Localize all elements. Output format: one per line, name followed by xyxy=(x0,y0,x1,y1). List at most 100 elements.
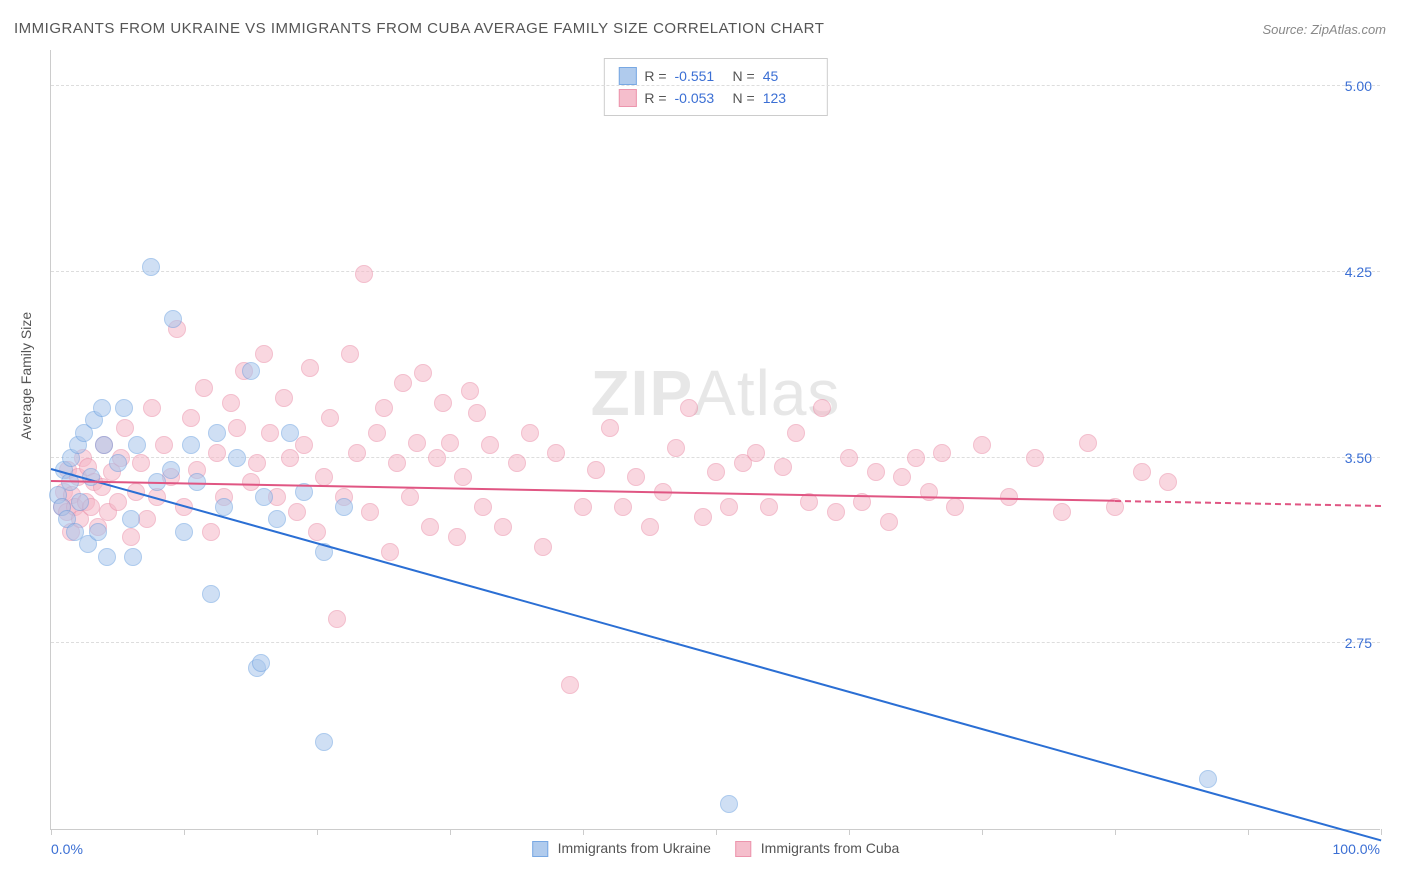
legend-label-cuba: Immigrants from Cuba xyxy=(761,840,899,856)
scatter-point xyxy=(195,379,213,397)
scatter-point xyxy=(328,610,346,628)
scatter-point xyxy=(361,503,379,521)
scatter-point xyxy=(155,436,173,454)
scatter-point xyxy=(867,463,885,481)
scatter-point xyxy=(587,461,605,479)
scatter-point xyxy=(182,436,200,454)
scatter-point xyxy=(920,483,938,501)
scatter-point xyxy=(707,463,725,481)
scatter-point xyxy=(474,498,492,516)
scatter-point xyxy=(109,493,127,511)
gridline xyxy=(51,642,1380,643)
x-tick-mark xyxy=(982,829,983,835)
chart-title: IMMIGRANTS FROM UKRAINE VS IMMIGRANTS FR… xyxy=(14,20,824,37)
scatter-point xyxy=(228,449,246,467)
scatter-point xyxy=(481,436,499,454)
scatter-point xyxy=(494,518,512,536)
scatter-point xyxy=(448,528,466,546)
stats-legend-box: R = -0.551 N = 45 R = -0.053 N = 123 xyxy=(603,58,827,116)
stats-r-label: R = xyxy=(644,68,666,84)
scatter-point xyxy=(1133,463,1151,481)
watermark: ZIPAtlas xyxy=(591,356,841,430)
stats-row-cuba: R = -0.053 N = 123 xyxy=(618,87,812,109)
x-tick-mark xyxy=(849,829,850,835)
scatter-point xyxy=(128,436,146,454)
y-tick-label: 3.50 xyxy=(1345,450,1380,466)
watermark-bold: ZIP xyxy=(591,357,694,429)
scatter-point xyxy=(973,436,991,454)
scatter-point xyxy=(907,449,925,467)
scatter-point xyxy=(667,439,685,457)
scatter-point xyxy=(561,676,579,694)
x-tick-mark xyxy=(583,829,584,835)
scatter-point xyxy=(132,454,150,472)
scatter-point xyxy=(680,399,698,417)
scatter-point xyxy=(268,510,286,528)
scatter-point xyxy=(143,399,161,417)
scatter-point xyxy=(215,498,233,516)
scatter-point xyxy=(787,424,805,442)
stats-r-cuba: -0.053 xyxy=(675,90,725,106)
scatter-point xyxy=(368,424,386,442)
scatter-point xyxy=(434,394,452,412)
watermark-rest: Atlas xyxy=(693,357,840,429)
scatter-point xyxy=(182,409,200,427)
scatter-point xyxy=(71,493,89,511)
scatter-point xyxy=(228,419,246,437)
scatter-point xyxy=(401,488,419,506)
scatter-point xyxy=(89,523,107,541)
gridline xyxy=(51,271,1380,272)
scatter-point xyxy=(461,382,479,400)
trend-line xyxy=(1115,500,1381,507)
scatter-point xyxy=(1079,434,1097,452)
scatter-point xyxy=(248,454,266,472)
x-tick-mark xyxy=(51,829,52,835)
scatter-point xyxy=(747,444,765,462)
scatter-point xyxy=(115,399,133,417)
scatter-point xyxy=(547,444,565,462)
stats-n-label: N = xyxy=(733,68,755,84)
x-tick-mark xyxy=(450,829,451,835)
scatter-point xyxy=(98,548,116,566)
scatter-point xyxy=(421,518,439,536)
scatter-point xyxy=(242,473,260,491)
scatter-point xyxy=(1159,473,1177,491)
scatter-point xyxy=(335,498,353,516)
scatter-point xyxy=(414,364,432,382)
scatter-point xyxy=(946,498,964,516)
scatter-point xyxy=(295,436,313,454)
scatter-point xyxy=(601,419,619,437)
y-tick-label: 4.25 xyxy=(1345,264,1380,280)
scatter-point xyxy=(933,444,951,462)
scatter-point xyxy=(454,468,472,486)
y-axis-label: Average Family Size xyxy=(18,312,34,440)
stats-r-label: R = xyxy=(644,90,666,106)
scatter-point xyxy=(255,488,273,506)
scatter-point xyxy=(162,461,180,479)
scatter-point xyxy=(122,510,140,528)
scatter-point xyxy=(116,419,134,437)
scatter-point xyxy=(164,310,182,328)
scatter-point xyxy=(208,444,226,462)
scatter-point xyxy=(641,518,659,536)
scatter-point xyxy=(840,449,858,467)
scatter-point xyxy=(534,538,552,556)
scatter-point xyxy=(468,404,486,422)
x-tick-mark xyxy=(1381,829,1382,835)
legend-label-ukraine: Immigrants from Ukraine xyxy=(558,840,711,856)
scatter-point xyxy=(255,345,273,363)
scatter-point xyxy=(1053,503,1071,521)
scatter-point xyxy=(720,795,738,813)
swatch-cuba-icon xyxy=(618,89,636,107)
scatter-point xyxy=(275,389,293,407)
scatter-point xyxy=(202,585,220,603)
scatter-point xyxy=(355,265,373,283)
scatter-point xyxy=(124,548,142,566)
scatter-point xyxy=(893,468,911,486)
scatter-point xyxy=(222,394,240,412)
legend-bottom: Immigrants from Ukraine Immigrants from … xyxy=(532,840,900,857)
scatter-point xyxy=(122,528,140,546)
x-tick-mark xyxy=(1115,829,1116,835)
scatter-point xyxy=(381,543,399,561)
scatter-point xyxy=(175,523,193,541)
